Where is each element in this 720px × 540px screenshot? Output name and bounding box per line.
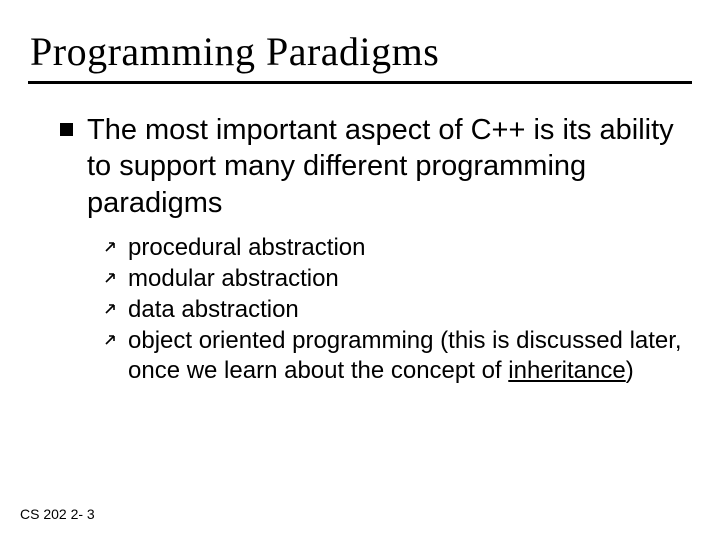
- sub-bullet-text: object oriented programming (this is dis…: [128, 326, 690, 386]
- title-underline: [28, 81, 692, 84]
- sub-bullet-item: object oriented programming (this is dis…: [104, 326, 690, 386]
- sub-bullet-text: procedural abstraction: [128, 233, 365, 263]
- slide-title: Programming Paradigms: [30, 28, 690, 81]
- arrow-bullet-icon: [104, 270, 118, 284]
- sub-bullet-text: data abstraction: [128, 295, 299, 325]
- square-bullet-icon: [60, 123, 73, 136]
- main-bullet-item: The most important aspect of C++ is its …: [60, 112, 690, 221]
- slide: Programming Paradigms The most important…: [0, 0, 720, 540]
- arrow-bullet-icon: [104, 301, 118, 315]
- sub-bullet-item: procedural abstraction: [104, 233, 690, 263]
- main-bullet-text: The most important aspect of C++ is its …: [87, 112, 690, 221]
- sub-text-underlined: inheritance: [508, 357, 625, 384]
- sub-bullet-text: modular abstraction: [128, 264, 339, 294]
- arrow-bullet-icon: [104, 239, 118, 253]
- slide-footer: CS 202 2- 3: [20, 506, 95, 522]
- sub-bullet-list: procedural abstraction modular abstracti…: [60, 233, 690, 386]
- arrow-bullet-icon: [104, 332, 118, 346]
- sub-text-suffix: ): [626, 357, 634, 384]
- sub-bullet-item: modular abstraction: [104, 264, 690, 294]
- sub-bullet-item: data abstraction: [104, 295, 690, 325]
- content-area: The most important aspect of C++ is its …: [30, 112, 690, 386]
